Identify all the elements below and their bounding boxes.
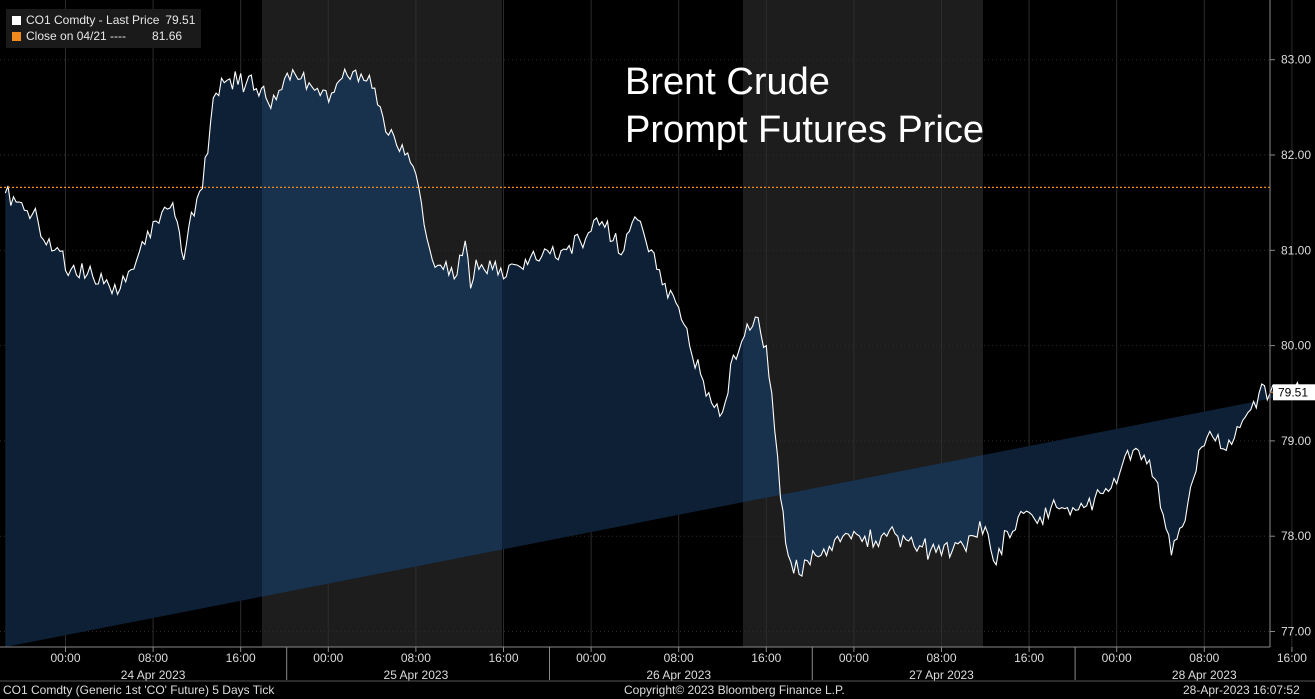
y-tick-label: 81.00 xyxy=(1281,243,1311,257)
day-label: 26 Apr 2023 xyxy=(646,668,711,682)
day-label: 27 Apr 2023 xyxy=(909,668,974,682)
x-tick-label: 16:00 xyxy=(488,651,518,665)
footer-right: 28-Apr-2023 16:07:52 xyxy=(1183,683,1300,697)
x-tick-label: 08:00 xyxy=(664,651,694,665)
day-label: 25 Apr 2023 xyxy=(384,668,449,682)
legend-item-last-price[interactable]: CO1 Comdty - Last Price 79.51 xyxy=(12,12,195,28)
legend-label: Close on 04/21 ---- xyxy=(26,29,127,43)
x-tick-label: 16:00 xyxy=(1277,651,1307,665)
y-tick-label: 77.00 xyxy=(1281,625,1311,639)
series-area-session xyxy=(262,69,502,597)
x-tick-label: 08:00 xyxy=(1189,651,1219,665)
legend-value: 79.51 xyxy=(165,13,196,27)
x-tick-label: 16:00 xyxy=(751,651,781,665)
legend-value: 81.66 xyxy=(152,29,183,43)
y-tick-label: 82.00 xyxy=(1281,148,1311,162)
series-area xyxy=(5,69,1303,647)
chart-title: Brent Crude Prompt Futures Price xyxy=(625,61,984,151)
series-line xyxy=(4,67,1304,578)
y-tick-label: 80.00 xyxy=(1281,339,1311,353)
last-price-box xyxy=(1273,384,1315,401)
x-tick-label: 00:00 xyxy=(313,651,343,665)
day-label: 24 Apr 2023 xyxy=(121,668,186,682)
x-tick-label: 08:00 xyxy=(401,651,431,665)
x-tick-label: 16:00 xyxy=(1014,651,1044,665)
x-tick-label: 00:00 xyxy=(839,651,869,665)
footer-center: Copyright© 2023 Bloomberg Finance L.P. xyxy=(624,683,845,697)
y-tick-label: 83.00 xyxy=(1281,53,1311,67)
y-tick-label: 78.00 xyxy=(1281,529,1311,543)
day-label: 28 Apr 2023 xyxy=(1172,668,1237,682)
legend: CO1 Comdty - Last Price 79.51 Close on 0… xyxy=(6,9,202,48)
legend-label: CO1 Comdty - Last Price xyxy=(26,13,160,27)
x-tick-label: 08:00 xyxy=(138,651,168,665)
white-square-icon xyxy=(12,15,21,25)
footer-left: CO1 Comdty (Generic 1st 'CO' Future) 5 D… xyxy=(3,683,275,697)
x-tick-label: 16:00 xyxy=(226,651,256,665)
x-tick-label: 08:00 xyxy=(926,651,956,665)
orange-square-icon xyxy=(12,31,21,41)
last-price-label: 79.51 xyxy=(1278,385,1308,399)
legend-item-close[interactable]: Close on 04/21 ---- 81.66 xyxy=(12,28,195,44)
x-tick-label: 00:00 xyxy=(1102,651,1132,665)
y-tick-label: 79.00 xyxy=(1281,434,1311,448)
x-tick-label: 00:00 xyxy=(50,651,80,665)
x-tick-label: 00:00 xyxy=(576,651,606,665)
series-area-session xyxy=(743,317,983,577)
